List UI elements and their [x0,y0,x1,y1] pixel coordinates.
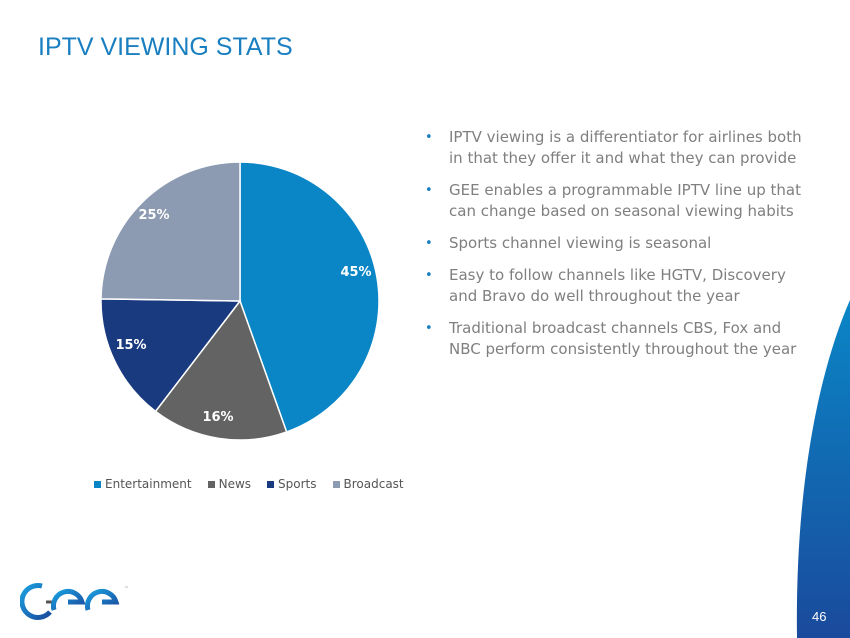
data-label: 45% [340,265,371,280]
legend-item: Sports [267,477,317,491]
slide-title: IPTV VIEWING STATS [38,33,293,61]
bullet-item: IPTV viewing is a differentiator for air… [425,127,805,169]
pie-slice-news [154,299,288,441]
legend-label: Broadcast [343,477,404,491]
legend-swatch [267,480,275,488]
legend-swatch [94,480,101,488]
legend-swatch [332,480,340,488]
legend-swatch [207,480,215,488]
legend-label: News [218,477,252,491]
svg-text:™: ™ [124,586,129,592]
data-label: 15% [115,338,146,353]
legend-item: News [207,477,252,491]
data-label: 25% [138,208,169,223]
legend-item: Entertainment [94,477,192,491]
bullet-list: IPTV viewing is a differentiator for air… [425,127,805,371]
gee-logo: ™ [20,583,129,620]
pie-slice-entertainment [239,161,380,433]
bullet-item: GEE enables a programmable IPTV line up … [425,180,805,222]
legend-item: Broadcast [332,477,404,491]
legend-label: Sports [278,477,317,491]
data-label: 16% [202,410,233,425]
bullet-item: Easy to follow channels like HGTV, Disco… [425,265,805,307]
bullet-item: Traditional broadcast channels CBS, Fox … [425,318,805,360]
bullet-item: Sports channel viewing is seasonal [425,233,805,254]
chart-legend: Entertainment News Sports Broadcast [94,477,404,491]
pie-slice-sports [100,298,242,413]
page-number: 46 [812,609,827,624]
pie-slice-broadcast [100,161,241,302]
legend-label: Entertainment [105,477,192,491]
